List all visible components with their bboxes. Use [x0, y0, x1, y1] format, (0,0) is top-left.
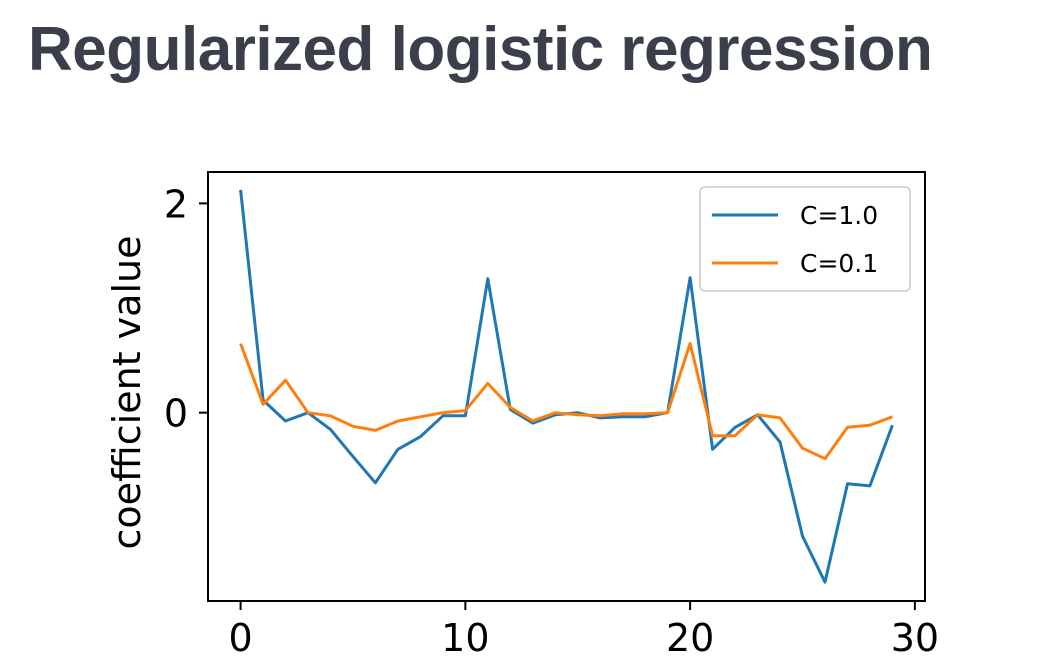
legend-label: C=1.0 — [800, 201, 878, 230]
y-tick-label: 0 — [164, 392, 188, 436]
legend-box — [699, 186, 911, 292]
plot-area-frame — [207, 171, 926, 602]
x-tick-label: 10 — [441, 616, 489, 660]
x-tick-label: 30 — [891, 616, 939, 660]
series-line-1 — [239, 342, 893, 461]
y-axis-label: coefficient value — [105, 236, 149, 550]
legend-label: C=0.1 — [800, 249, 878, 278]
x-tick-label: 20 — [666, 616, 714, 660]
y-tick-label: 2 — [164, 182, 188, 226]
x-tick-label: 0 — [228, 616, 252, 660]
legend: C=1.0 C=0.1 — [699, 186, 911, 292]
axis-ticks: 0 10 20 30 0 2 — [164, 182, 939, 660]
page-title: Regularized logistic regression — [28, 15, 933, 84]
series-layer — [239, 189, 894, 584]
